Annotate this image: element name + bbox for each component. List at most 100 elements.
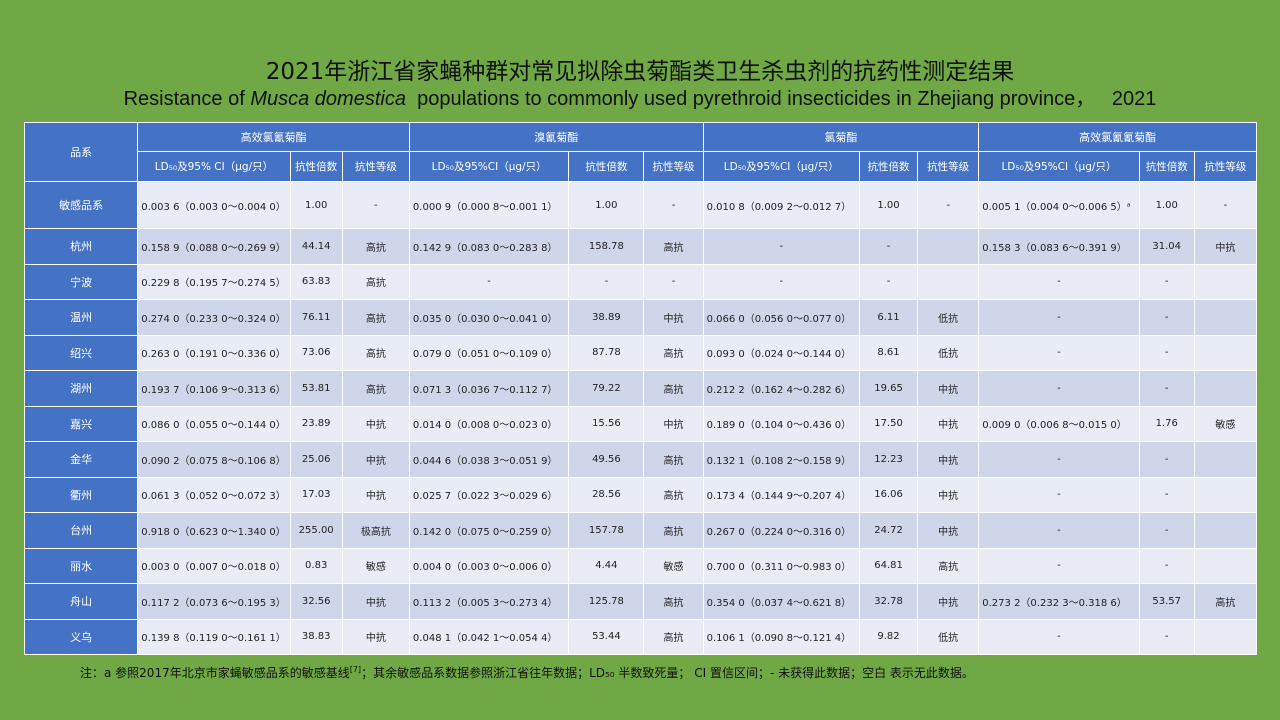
resistance-ratio-cell: 76.11 xyxy=(289,299,343,336)
resistance-level-cell xyxy=(1193,547,1258,584)
resistance-level-cell xyxy=(917,263,980,300)
strain-name-cell: 绍兴 xyxy=(23,334,139,371)
table-row: 衢州 0.061 3（0.052 0～0.072 3） 17.03 中抗 0.025 7… xyxy=(23,476,1258,513)
ld50-cell: 0.079 0（0.051 0～0.109 0） xyxy=(408,334,570,371)
resistance-level-cell: 中抗 xyxy=(643,405,704,442)
ld50-cell: 0.005 1（0.004 0～0.006 5）ᵃ xyxy=(978,181,1140,229)
resistance-ratio-cell: 53.57 xyxy=(1138,583,1195,620)
resistance-level-cell: 低抗 xyxy=(917,618,980,655)
ld50-cell: 0.354 0（0.037 4～0.621 8） xyxy=(702,583,860,620)
table-row: 嘉兴 0.086 0（0.055 0～0.144 0） 23.89 中抗 0.014 0… xyxy=(23,405,1258,442)
resistance-ratio-cell: 1.00 xyxy=(289,181,343,229)
ld50-cell: - xyxy=(978,299,1140,336)
ld50-cell: 0.117 2（0.073 6～0.195 3） xyxy=(137,583,291,620)
table-row: 丽水 0.003 0（0.007 0～0.018 0） 0.83 敏感 0.004 0（… xyxy=(23,547,1258,584)
table-row: 温州 0.274 0（0.233 0～0.324 0） 76.11 高抗 0.035 0… xyxy=(23,299,1258,336)
resistance-level-cell: 高抗 xyxy=(643,476,704,513)
resistance-level-cell xyxy=(1193,441,1258,478)
ld50-cell: 0.071 3（0.036 7～0.112 7） xyxy=(408,370,570,407)
resistance-ratio-cell: - xyxy=(1138,547,1195,584)
resistance-ratio-cell: 125.78 xyxy=(568,583,645,620)
ld50-cell: 0.918 0（0.623 0～1.340 0） xyxy=(137,512,291,549)
resistance-ratio-cell: - xyxy=(1138,370,1195,407)
resistance-level-cell xyxy=(1193,299,1258,336)
ld50-cell: 0.066 0（0.056 0～0.077 0） xyxy=(702,299,860,336)
resistance-ratio-cell: 1.76 xyxy=(1138,405,1195,442)
strain-name-cell: 衢州 xyxy=(23,476,139,513)
ld50-cell: - xyxy=(978,476,1140,513)
resistance-level-cell: - xyxy=(917,181,980,229)
resistance-level-cell: 中抗 xyxy=(917,512,980,549)
subheader-resistance-ratio: 抗性倍数 xyxy=(568,151,645,182)
footnote-reference: [7] xyxy=(349,665,362,674)
ld50-cell: 0.193 7（0.106 9～0.313 6） xyxy=(137,370,291,407)
resistance-level-cell: 高抗 xyxy=(643,512,704,549)
subheader-resistance-ratio: 抗性倍数 xyxy=(1138,151,1195,182)
resistance-ratio-cell: 255.00 xyxy=(289,512,343,549)
resistance-ratio-cell: 53.81 xyxy=(289,370,343,407)
resistance-level-cell: 中抗 xyxy=(341,405,410,442)
resistance-table: 品系 高效氯氰菊酯 溴氰菊酯 氯菊酯 高效氯氰氰菊酯 LD₅₀及95% CI（μ… xyxy=(23,122,1258,655)
resistance-level-cell: 高抗 xyxy=(1193,583,1258,620)
resistance-ratio-cell: - xyxy=(1138,441,1195,478)
ld50-cell: 0.132 1（0.108 2～0.158 9） xyxy=(702,441,860,478)
resistance-ratio-cell: 157.78 xyxy=(568,512,645,549)
resistance-level-cell: 中抗 xyxy=(917,583,980,620)
ld50-cell: - xyxy=(978,441,1140,478)
resistance-ratio-cell: 31.04 xyxy=(1138,228,1195,265)
resistance-level-cell: 中抗 xyxy=(917,405,980,442)
resistance-ratio-cell: 1.00 xyxy=(858,181,919,229)
resistance-ratio-cell: 0.83 xyxy=(289,547,343,584)
resistance-ratio-cell: 1.00 xyxy=(568,181,645,229)
resistance-ratio-cell: - xyxy=(1138,512,1195,549)
strain-name-cell: 敏感品系 xyxy=(23,181,139,229)
subheader-ld50: LD₅₀及95%CI（μg/只） xyxy=(978,151,1140,182)
resistance-level-cell: 中抗 xyxy=(1193,228,1258,265)
resistance-level-cell xyxy=(1193,370,1258,407)
ld50-cell: 0.044 6（0.038 3～0.051 9） xyxy=(408,441,570,478)
ld50-cell: 0.000 9（0.000 8～0.001 1） xyxy=(408,181,570,229)
ld50-cell: - xyxy=(408,263,570,300)
resistance-ratio-cell: - xyxy=(1138,299,1195,336)
resistance-level-cell: 高抗 xyxy=(341,263,410,300)
resistance-ratio-cell: 15.56 xyxy=(568,405,645,442)
resistance-level-cell xyxy=(1193,618,1258,655)
ld50-cell: 0.212 2（0.162 4～0.282 6） xyxy=(702,370,860,407)
ld50-cell: 0.048 1（0.042 1～0.054 4） xyxy=(408,618,570,655)
resistance-level-cell: 高抗 xyxy=(643,228,704,265)
ld50-cell: - xyxy=(978,547,1140,584)
ld50-cell: 0.142 0（0.075 0～0.259 0） xyxy=(408,512,570,549)
resistance-level-cell: 中抗 xyxy=(917,476,980,513)
ld50-cell: 0.025 7（0.022 3～0.029 6） xyxy=(408,476,570,513)
ld50-cell: 0.106 1（0.090 8～0.121 4） xyxy=(702,618,860,655)
resistance-level-cell: 中抗 xyxy=(341,583,410,620)
ld50-cell: 0.139 8（0.119 0～0.161 1） xyxy=(137,618,291,655)
strain-name-cell: 舟山 xyxy=(23,583,139,620)
resistance-level-cell: 中抗 xyxy=(341,476,410,513)
subheader-resistance-level: 抗性等级 xyxy=(341,151,410,182)
strain-column-header: 品系 xyxy=(23,122,139,182)
ld50-cell: 0.113 2（0.005 3～0.273 4） xyxy=(408,583,570,620)
resistance-ratio-cell: 6.11 xyxy=(858,299,919,336)
ld50-cell: 0.061 3（0.052 0～0.072 3） xyxy=(137,476,291,513)
resistance-level-cell: - xyxy=(643,263,704,300)
ld50-cell: 0.229 8（0.195 7～0.274 5） xyxy=(137,263,291,300)
resistance-level-cell: - xyxy=(341,181,410,229)
footnote-text-rest: ；其余敏感品系数据参照浙江省往年数据；LD₅₀ 半数致死量； CI 置信区间；-… xyxy=(361,666,974,680)
table-row: 杭州 0.158 9（0.088 0～0.269 9） 44.14 高抗 0.142 9… xyxy=(23,228,1258,265)
resistance-level-cell xyxy=(1193,263,1258,300)
resistance-level-cell: - xyxy=(1193,181,1258,229)
ld50-cell: - xyxy=(978,370,1140,407)
resistance-ratio-cell: 49.56 xyxy=(568,441,645,478)
resistance-level-cell: 低抗 xyxy=(917,334,980,371)
ld50-cell: - xyxy=(702,263,860,300)
resistance-ratio-cell: - xyxy=(1138,618,1195,655)
footnote: 注：a 参照2017年北京市家蝇敏感品系的敏感基线[7]；其余敏感品系数据参照浙… xyxy=(80,664,974,681)
table-row: 义乌 0.139 8（0.119 0～0.161 1） 38.83 中抗 0.048 1… xyxy=(23,618,1258,655)
resistance-level-cell: 低抗 xyxy=(917,299,980,336)
strain-name-cell: 台州 xyxy=(23,512,139,549)
resistance-ratio-cell: 17.03 xyxy=(289,476,343,513)
resistance-level-cell: 中抗 xyxy=(917,441,980,478)
resistance-level-cell xyxy=(917,228,980,265)
group-header-insecticide-2: 溴氰菊酯 xyxy=(408,122,704,152)
